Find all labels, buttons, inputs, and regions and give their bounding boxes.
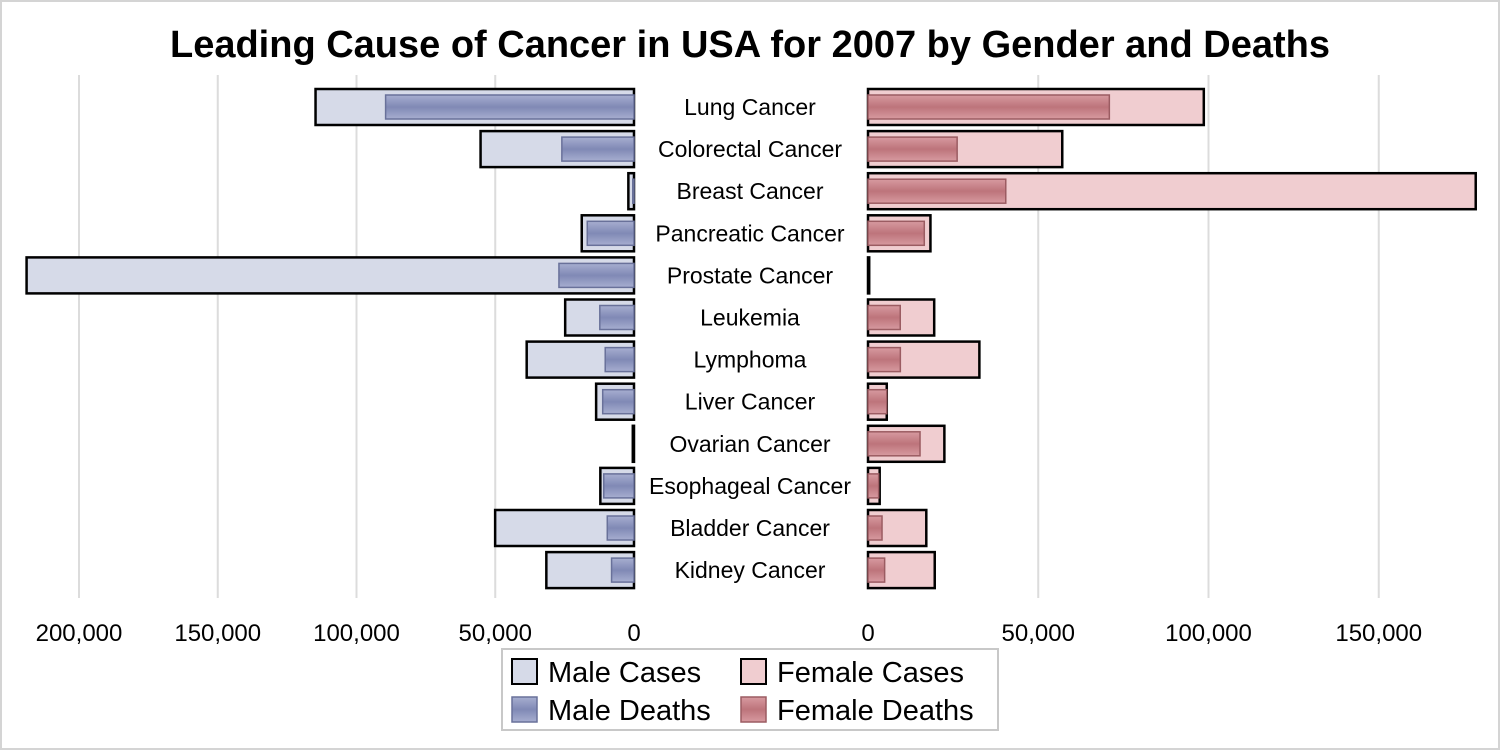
bar-male-deaths [603, 473, 635, 499]
category-label: Pancreatic Cancer [655, 220, 845, 246]
bar-male-deaths [599, 304, 635, 331]
tick-labels: 200,000 150,000 100,000 50,000 0 0 50,000 100,0… [36, 620, 1423, 647]
legend-swatch [740, 696, 767, 723]
tick-label-left: 0 [627, 620, 640, 647]
bar-female-deaths [867, 94, 1111, 120]
legend-label: Female Deaths [777, 695, 974, 727]
bar-male-cases [25, 256, 636, 295]
legend-label: Male Deaths [548, 695, 711, 727]
bar-male-deaths [558, 262, 635, 289]
bar-male-deaths [604, 346, 635, 373]
legend: Male Cases Female Cases Male Deaths Female … [501, 648, 999, 731]
category-label: Esophageal Cancer [649, 473, 851, 499]
bar-male-deaths [606, 515, 635, 541]
bar-male-deaths [610, 557, 635, 583]
tick-label-right: 100,000 [1165, 620, 1252, 647]
bar-male-deaths [632, 178, 635, 204]
tick-label-left: 200,000 [36, 620, 123, 647]
legend-label: Female Cases [777, 657, 964, 689]
bar-female-deaths [867, 304, 901, 331]
bar-male-deaths [561, 136, 635, 162]
bar-female-deaths [867, 346, 902, 373]
tick-label-right: 50,000 [1002, 620, 1075, 647]
bar-female-cases [866, 256, 871, 295]
bar-male-deaths [586, 220, 635, 247]
category-label: Lymphoma [694, 347, 807, 373]
tick-label-left: 50,000 [459, 620, 532, 647]
bar-female-deaths [867, 388, 888, 415]
tick-label-right: 0 [861, 620, 874, 647]
category-label: Leukemia [700, 305, 800, 331]
category-label: Lung Cancer [684, 94, 816, 120]
bar-male-deaths [384, 94, 635, 120]
bar-female-deaths [867, 431, 921, 457]
bar-female-deaths [867, 473, 880, 499]
bars [25, 87, 1477, 590]
tick-label-right: 150,000 [1335, 620, 1422, 647]
category-label: Colorectal Cancer [658, 136, 842, 162]
bar-male-cases [631, 424, 636, 464]
bar-female-deaths [867, 178, 1007, 204]
category-labels: Lung Cancer Colorectal Cancer Breast Cance… [649, 94, 851, 583]
category-label: Liver Cancer [685, 389, 816, 415]
category-label: Kidney Cancer [675, 557, 826, 583]
legend-label: Male Cases [548, 657, 701, 689]
category-label: Breast Cancer [676, 178, 823, 204]
category-label: Bladder Cancer [670, 515, 830, 541]
category-label: Ovarian Cancer [669, 431, 830, 457]
bar-female-deaths [867, 557, 886, 583]
legend-swatch [511, 696, 538, 723]
chart-title: Leading Cause of Cancer in USA for 2007 … [170, 24, 1330, 66]
tick-label-left: 100,000 [313, 620, 400, 647]
legend-swatch [511, 658, 538, 685]
category-label: Prostate Cancer [667, 262, 834, 288]
tick-label-left: 150,000 [174, 620, 261, 647]
bar-female-deaths [867, 220, 926, 247]
legend-swatch [740, 658, 767, 685]
bar-male-deaths [601, 388, 635, 415]
bar-female-deaths [867, 136, 958, 162]
bar-female-deaths [867, 515, 883, 541]
